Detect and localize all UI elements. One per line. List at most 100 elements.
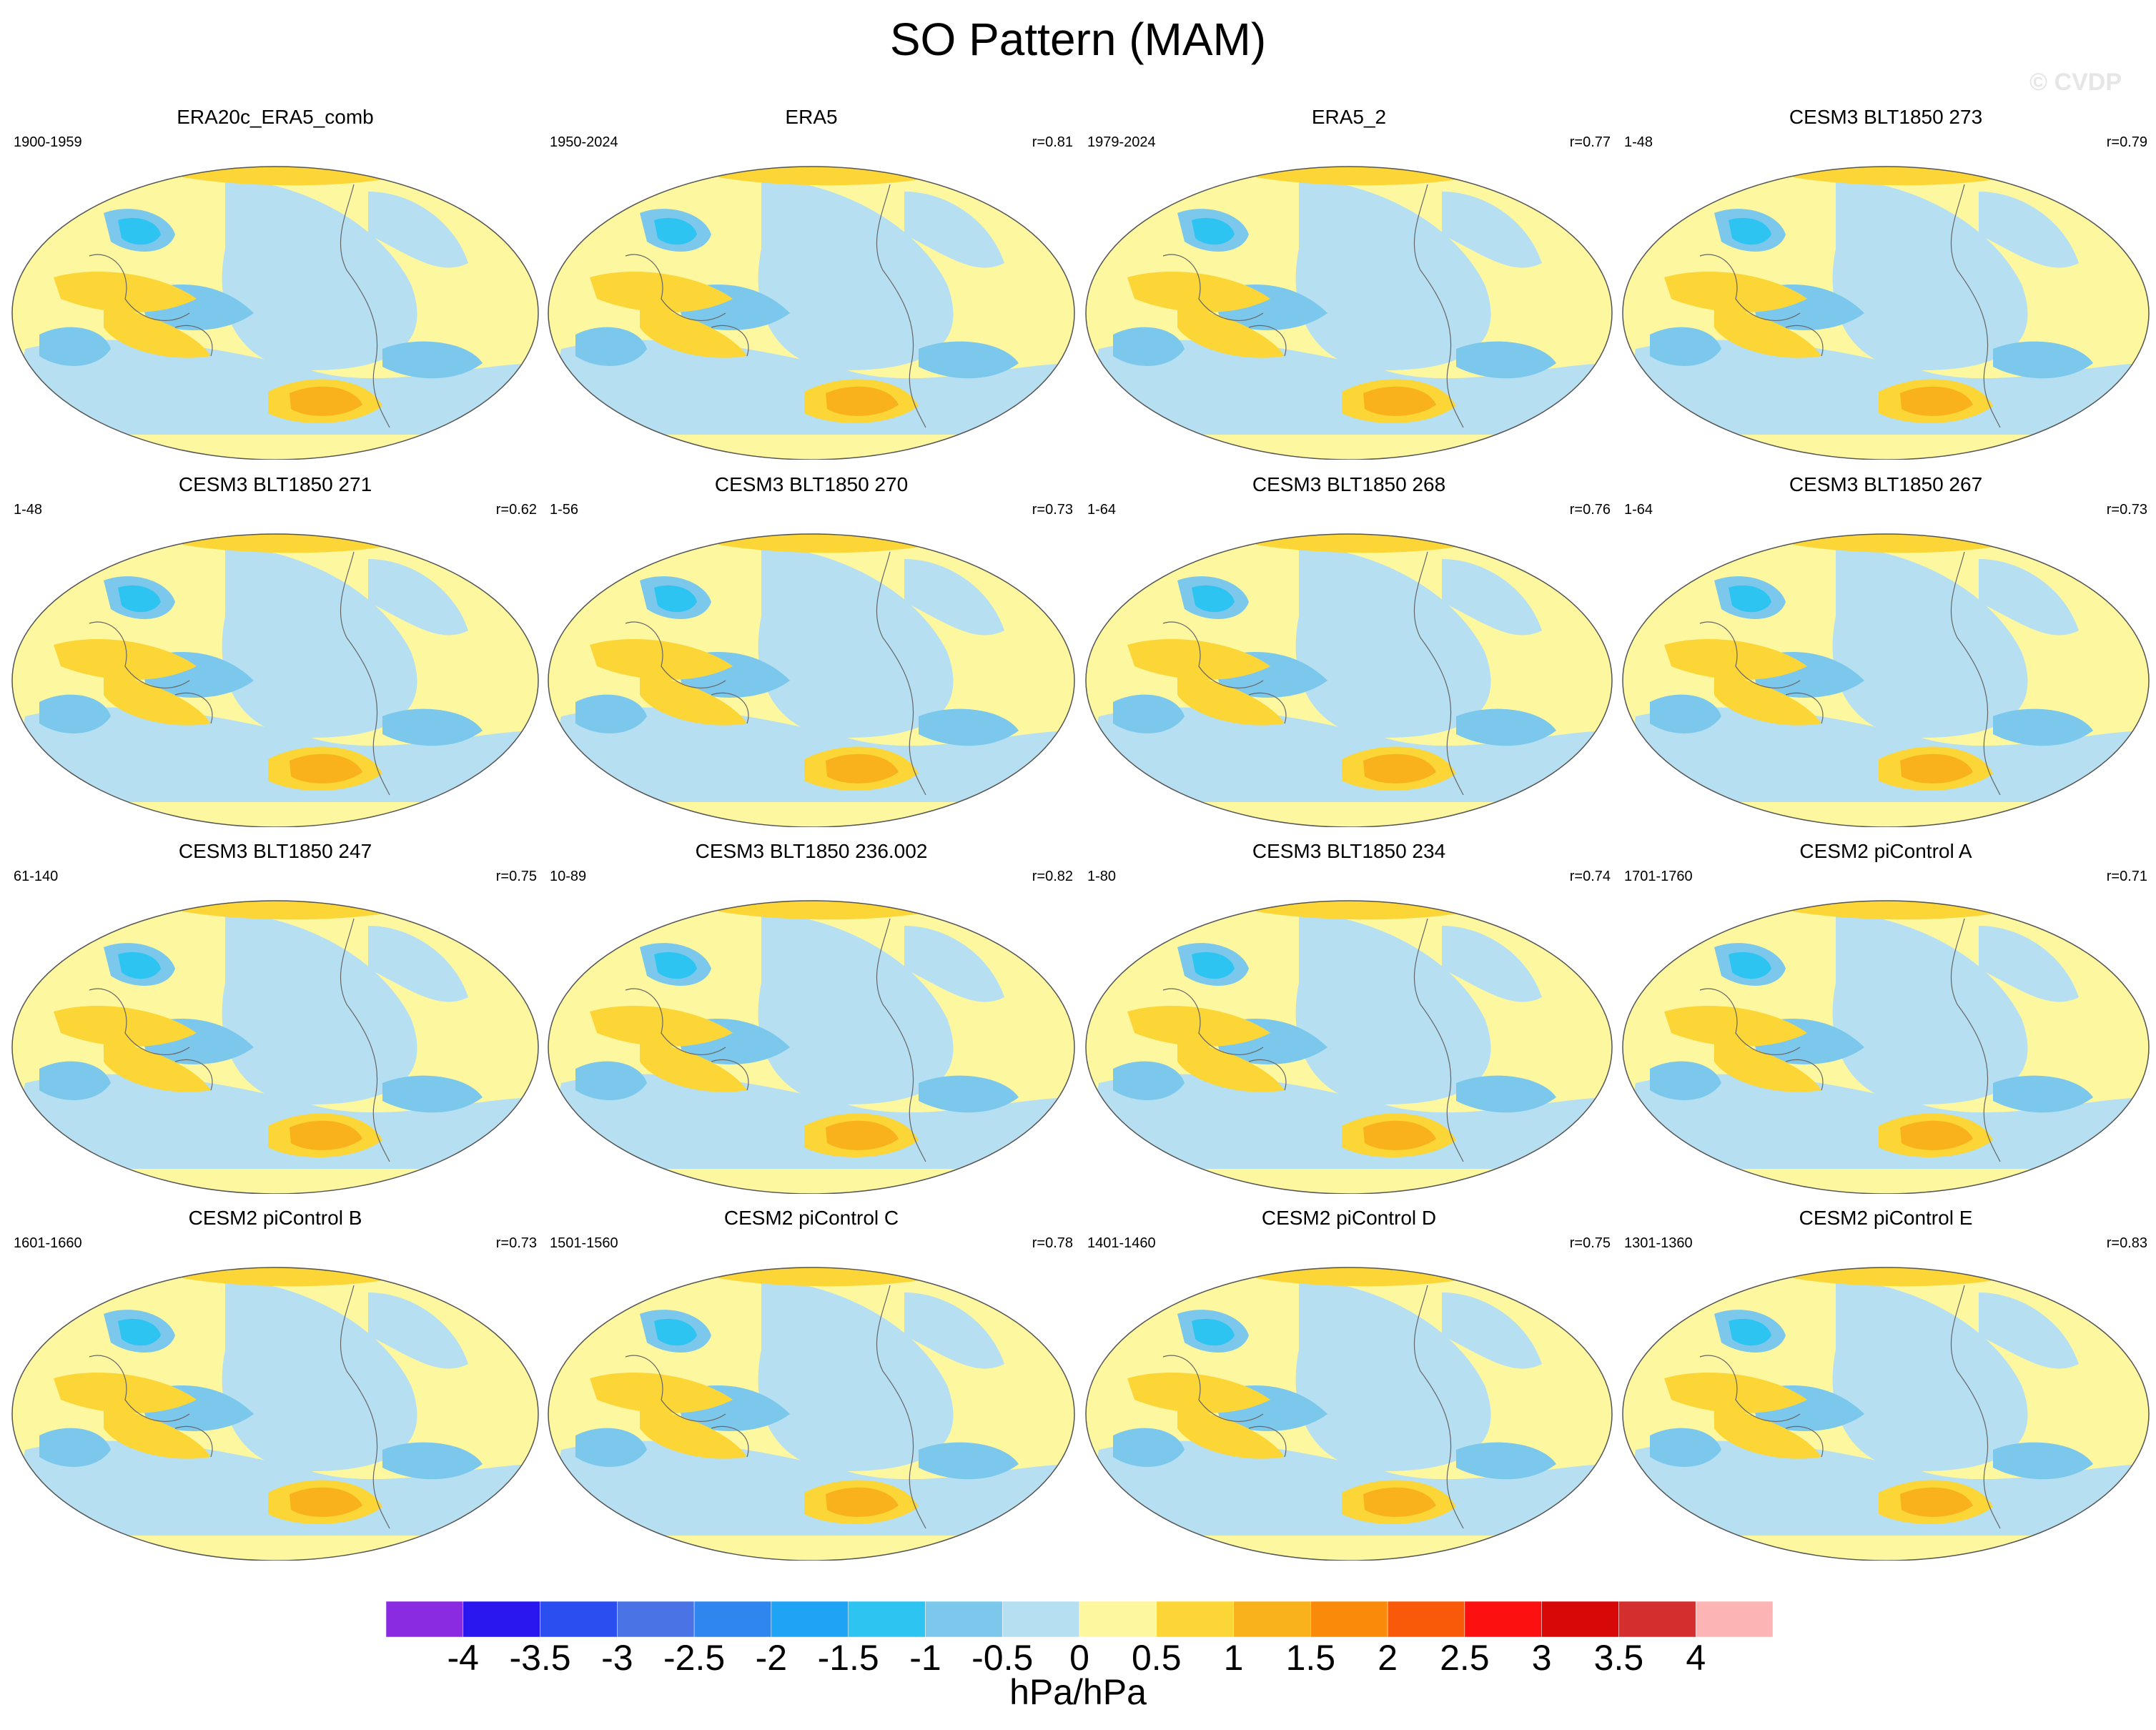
panel-pattern-correlation: r=0.62 [495,502,537,518]
panel-title: ERA5_2 [1311,106,1387,128]
panel-pattern-correlation: r=0.75 [495,869,537,884]
map-panel: CESM3 BLT1850 267 1-64 r=0.73 [1621,473,2150,827]
colorbar-tick-label: 0 [1069,1638,1089,1678]
colorbar-swatch [1002,1601,1080,1637]
colorbar-swatch [463,1601,540,1637]
colorbar-tick-label: -4 [447,1638,479,1678]
panel-title: CESM2 piControl A [1799,840,1972,862]
colorbar-tick-label: 1.5 [1285,1638,1336,1678]
coastline [625,551,926,796]
coastline [1162,551,1464,796]
colorbar-tick-label: 2.5 [1440,1638,1490,1678]
panel-pattern-correlation: r=0.74 [1569,869,1611,884]
colorbar-swatch [1387,1601,1465,1637]
map-panel: CESM2 piControl A 1701-1760 r=0.71 [1621,840,2150,1194]
slp-pattern-map [1085,166,1613,460]
coastline [1699,1285,2001,1529]
slp-pattern-map [548,166,1075,460]
panel-pattern-correlation: r=0.73 [495,1235,537,1251]
map-panel: CESM3 BLT1850 247 61-140 r=0.75 [11,840,540,1194]
colorbar-tick-label: -1 [909,1638,941,1678]
panel-year-range: 1-64 [1087,502,1117,518]
coastline [89,551,390,796]
panel-title: CESM2 piControl E [1799,1207,1973,1229]
coastline [89,184,390,428]
panel-year-range: 1-48 [14,502,43,518]
panel-pattern-correlation: r=0.83 [2106,1235,2147,1251]
slp-pattern-map [11,1267,539,1561]
panel-year-range: 1601-1660 [14,1235,82,1251]
colorbar-swatch [1618,1601,1696,1637]
panel-pattern-correlation: r=0.82 [1032,869,1073,884]
panel-year-range: 1979-2024 [1087,134,1156,150]
panel-title: CESM2 piControl D [1261,1207,1437,1229]
slp-pattern-map [548,1267,1075,1561]
colorbar-swatch [925,1601,1003,1637]
coastline [1162,184,1464,428]
panel-year-range: 1301-1360 [1624,1235,1693,1251]
panel-pattern-correlation: r=0.73 [2106,502,2147,518]
coastline [1162,918,1464,1162]
colorbar-swatch [1541,1601,1619,1637]
map-panel: CESM3 BLT1850 268 1-64 r=0.76 [1084,473,1613,827]
panel-title: ERA20c_ERA5_comb [177,106,374,128]
colorbar-swatch [386,1601,464,1637]
slp-pattern-map [1085,1267,1613,1561]
colorbar-swatch [1156,1601,1234,1637]
coastline [1699,918,2001,1162]
colorbar-tick-label: -0.5 [971,1638,1034,1678]
panel-year-range: 1501-1560 [550,1235,618,1251]
slp-pattern-map [548,900,1075,1194]
panel-year-range: 1401-1460 [1087,1235,1156,1251]
colorbar-tick-label: 3 [1531,1638,1552,1678]
panel-title: CESM3 BLT1850 268 [1252,473,1446,495]
panel-year-range: 1-56 [550,502,579,518]
map-panel: CESM3 BLT1850 270 1-56 r=0.73 [547,473,1076,827]
coastline [89,1285,390,1529]
watermark: © CVDP [2029,69,2122,96]
panel-pattern-correlation: r=0.75 [1569,1235,1611,1251]
map-panel: ERA20c_ERA5_comb 1900-1959 [11,106,540,460]
panel-year-range: 10-89 [550,869,587,884]
panel-title: CESM3 BLT1850 270 [714,473,909,495]
panel-year-range: 1701-1760 [1624,869,1693,884]
colorbar-swatch [540,1601,618,1637]
coastline [625,1285,926,1529]
colorbar-swatch [693,1601,772,1637]
colorbar-tick-label: -2 [755,1638,788,1678]
colorbar-tick-label: 1 [1223,1638,1244,1678]
panel-year-range: 1-64 [1624,502,1653,518]
slp-pattern-map [1622,1267,2150,1561]
map-panel: CESM3 BLT1850 236.002 10-89 r=0.82 [547,840,1076,1194]
colorbar-tick-label: 2 [1378,1638,1398,1678]
coastline [1162,1285,1464,1529]
colorbar-swatch [771,1601,849,1637]
colorbar-tick-label: 0.5 [1132,1638,1182,1678]
slp-pattern-map [11,166,539,460]
panel-pattern-correlation: r=0.81 [1032,134,1073,150]
colorbar-swatch [1464,1601,1542,1637]
panel-title: CESM3 BLT1850 247 [178,840,372,862]
map-panel: CESM2 piControl B 1601-1660 r=0.73 [11,1207,540,1561]
map-panel: CESM3 BLT1850 271 1-48 r=0.62 [11,473,540,827]
panel-pattern-correlation: r=0.76 [1569,502,1611,518]
colorbar-swatch [1695,1601,1773,1637]
colorbar-tick-label: -2.5 [663,1638,726,1678]
colorbar-tick-label: -3 [601,1638,633,1678]
coastline [625,918,926,1162]
slp-pattern-map [1622,166,2150,460]
colorbar-units: hPa/hPa [1009,1672,1147,1712]
panel-year-range: 1-48 [1624,134,1653,150]
coastline [625,184,926,428]
panel-title: CESM3 BLT1850 236.002 [695,840,928,862]
panel-pattern-correlation: r=0.73 [1032,502,1073,518]
colorbar-swatch [848,1601,926,1637]
panel-title: CESM3 BLT1850 234 [1252,840,1446,862]
panel-title: ERA5 [785,106,838,128]
map-panel: CESM2 piControl D 1401-1460 r=0.75 [1084,1207,1613,1561]
panel-pattern-correlation: r=0.71 [2106,869,2147,884]
slp-pattern-map [11,533,539,827]
panel-title: CESM2 piControl C [723,1207,899,1229]
slp-pattern-map [1622,533,2150,827]
panel-title: CESM3 BLT1850 271 [178,473,372,495]
